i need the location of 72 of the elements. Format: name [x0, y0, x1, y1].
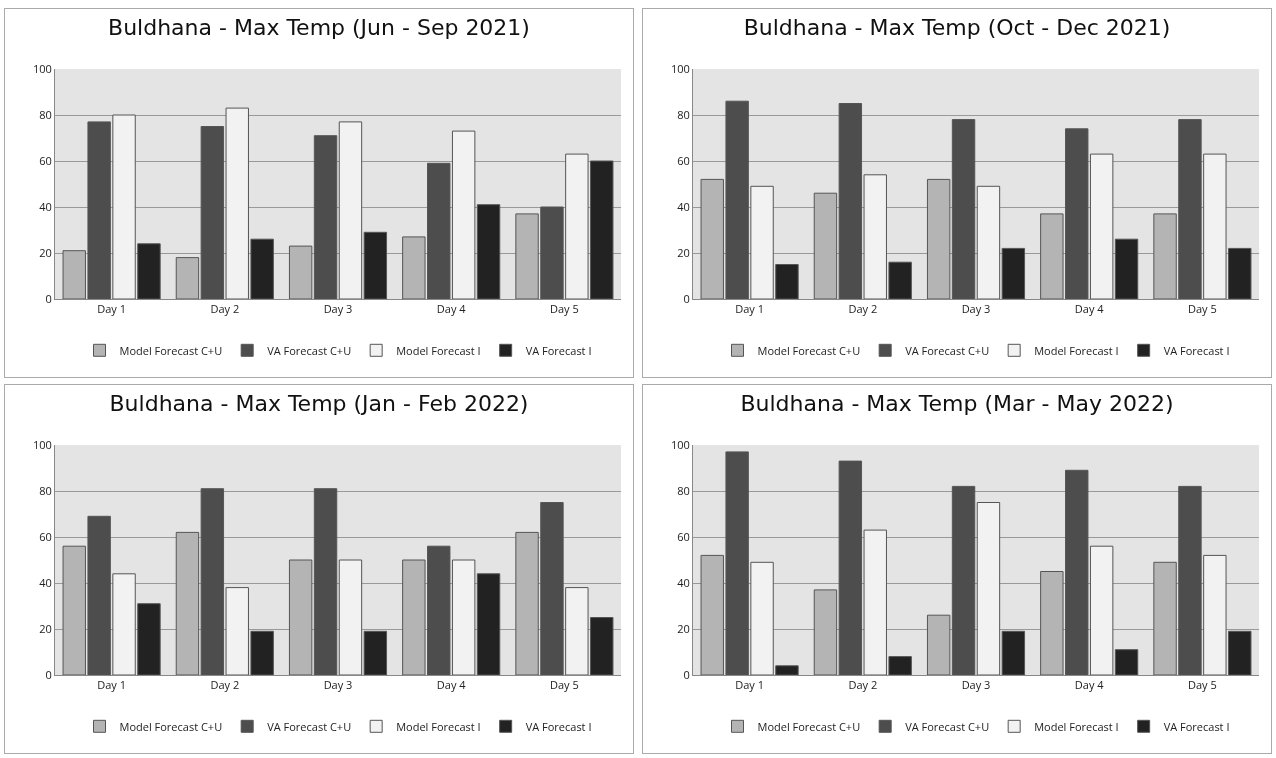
legend-label: VA Forecast C+U [267, 342, 352, 358]
y-tick-label: 0 [683, 290, 690, 306]
x-tick-label: Day 5 [550, 301, 579, 317]
legend-label: VA Forecast C+U [905, 718, 990, 734]
x-tick-label: Day 1 [97, 301, 126, 317]
bar [363, 630, 388, 675]
bar [338, 121, 363, 299]
bar [976, 185, 1001, 299]
y-tick-label: 40 [39, 198, 52, 214]
x-tick-label: Day 5 [1188, 301, 1217, 317]
chart-title: Buldhana - Max Temp (Jan - Feb 2022) [109, 391, 529, 417]
legend-label: Model Forecast C+U [757, 718, 861, 734]
x-tick-label: Day 1 [735, 677, 764, 693]
y-tick-label: 40 [677, 574, 690, 590]
legend-label: Model Forecast I [396, 342, 481, 358]
y-tick-label: 60 [677, 528, 690, 544]
x-tick-label: Day 1 [735, 301, 764, 317]
y-tick-label: 100 [670, 60, 690, 76]
y-tick-label: 20 [677, 244, 690, 260]
x-tick-label: Day 2 [848, 301, 878, 317]
legend-label: VA Forecast I [525, 342, 592, 358]
y-tick-label: 100 [670, 436, 690, 452]
legend-label: Model Forecast C+U [119, 342, 223, 358]
x-tick-label: Day 4 [436, 301, 467, 317]
y-tick-label: 100 [32, 60, 52, 76]
legend-label: Model Forecast I [1034, 342, 1119, 358]
bar [1001, 247, 1026, 299]
chart-title: Buldhana - Max Temp (Jun - Sep 2021) [108, 15, 530, 41]
x-tick-label: Day 4 [1074, 301, 1105, 317]
bar [363, 231, 388, 299]
x-tick-label: Day 5 [1188, 677, 1217, 693]
chart-title: Buldhana - Max Temp (Oct - Dec 2021) [743, 15, 1171, 41]
y-tick-label: 100 [32, 436, 52, 452]
y-tick-label: 40 [677, 198, 690, 214]
bar [1001, 630, 1026, 675]
x-tick-label: Day 5 [550, 677, 579, 693]
x-tick-label: Day 4 [436, 677, 467, 693]
y-tick-label: 0 [45, 290, 52, 306]
legend-label: Model Forecast I [1034, 718, 1119, 734]
legend-label: Model Forecast C+U [757, 342, 861, 358]
legend-label: VA Forecast I [525, 718, 592, 734]
y-tick-label: 80 [677, 482, 690, 498]
y-tick-label: 60 [39, 152, 52, 168]
y-tick-label: 20 [677, 620, 690, 636]
x-tick-label: Day 1 [97, 677, 126, 693]
legend-label: VA Forecast I [1163, 342, 1230, 358]
bar [338, 559, 363, 675]
x-tick-label: Day 3 [961, 677, 991, 693]
chart-title: Buldhana - Max Temp (Mar - May 2022) [740, 391, 1174, 417]
legend-label: VA Forecast C+U [267, 718, 352, 734]
x-tick-label: Day 2 [848, 677, 878, 693]
x-tick-label: Day 2 [210, 677, 240, 693]
x-tick-label: Day 3 [961, 301, 991, 317]
bar [976, 502, 1001, 675]
legend-label: VA Forecast C+U [905, 342, 990, 358]
y-tick-label: 80 [39, 106, 52, 122]
x-tick-label: Day 3 [323, 677, 353, 693]
y-tick-label: 60 [39, 528, 52, 544]
y-tick-label: 80 [39, 482, 52, 498]
x-tick-label: Day 2 [210, 301, 240, 317]
legend-label: VA Forecast I [1163, 718, 1230, 734]
y-tick-label: 60 [677, 152, 690, 168]
y-tick-label: 80 [677, 106, 690, 122]
y-tick-label: 0 [45, 666, 52, 682]
y-tick-label: 20 [39, 620, 52, 636]
y-tick-label: 40 [39, 574, 52, 590]
x-tick-label: Day 4 [1074, 677, 1105, 693]
legend-label: Model Forecast I [396, 718, 481, 734]
legend-label: Model Forecast C+U [119, 718, 223, 734]
y-tick-label: 0 [683, 666, 690, 682]
x-tick-label: Day 3 [323, 301, 353, 317]
y-tick-label: 20 [39, 244, 52, 260]
